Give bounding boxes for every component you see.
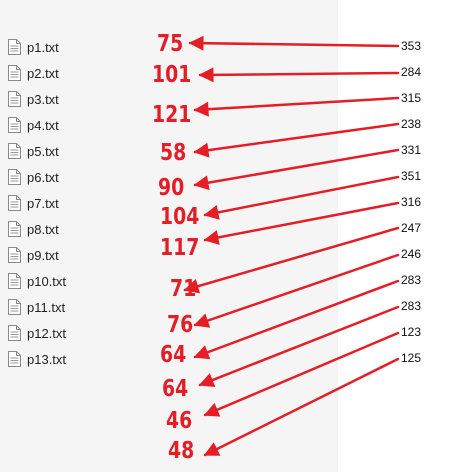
small-number: 123 — [401, 325, 422, 339]
file-item-p6[interactable]: p6.txt — [8, 166, 59, 188]
text-file-icon — [8, 299, 21, 315]
file-item-p7[interactable]: p7.txt — [8, 192, 59, 214]
big-number: 64 — [160, 342, 187, 368]
text-file-icon — [8, 91, 21, 107]
text-file-icon — [8, 169, 21, 185]
file-name: p1.txt — [27, 39, 59, 55]
big-number: 117 — [160, 235, 200, 261]
text-file-icon — [8, 195, 21, 211]
small-number: 247 — [401, 221, 422, 235]
big-number: 71 — [170, 276, 197, 302]
small-number: 351 — [401, 169, 422, 183]
text-file-icon — [8, 325, 21, 341]
file-item-p5[interactable]: p5.txt — [8, 140, 59, 162]
small-number: 283 — [401, 273, 422, 287]
file-item-p9[interactable]: p9.txt — [8, 244, 59, 266]
file-item-p11[interactable]: p11.txt — [8, 296, 65, 318]
file-item-p4[interactable]: p4.txt — [8, 114, 59, 136]
big-number: 48 — [168, 438, 195, 464]
file-item-p13[interactable]: p13.txt — [8, 348, 66, 370]
small-number: 246 — [401, 247, 422, 261]
file-name: p4.txt — [27, 117, 59, 133]
file-name: p12.txt — [27, 325, 67, 341]
file-item-p3[interactable]: p3.txt — [8, 88, 59, 110]
small-number: 353 — [401, 39, 422, 53]
text-file-icon — [8, 65, 21, 81]
big-number: 121 — [152, 102, 192, 128]
file-name: p2.txt — [27, 65, 59, 81]
big-number: 90 — [158, 175, 185, 201]
file-item-p8[interactable]: p8.txt — [8, 218, 59, 240]
file-name: p6.txt — [27, 169, 59, 185]
text-file-icon — [8, 273, 21, 289]
file-name: p13.txt — [27, 351, 67, 367]
text-file-icon — [8, 39, 21, 55]
text-file-icon — [8, 351, 21, 367]
small-number: 125 — [401, 351, 422, 365]
big-number: 104 — [160, 204, 200, 230]
small-number: 316 — [401, 195, 422, 209]
big-number: 46 — [166, 408, 193, 434]
small-number: 331 — [401, 143, 422, 157]
file-item-p1[interactable]: p1.txt — [8, 36, 59, 58]
big-number: 58 — [160, 140, 187, 166]
file-item-p12[interactable]: p12.txt — [8, 322, 66, 344]
big-number: 75 — [157, 31, 184, 57]
file-name: p3.txt — [27, 91, 59, 107]
file-name: p9.txt — [27, 247, 59, 263]
file-item-p2[interactable]: p2.txt — [8, 62, 59, 84]
text-file-icon — [8, 117, 21, 133]
file-name: p8.txt — [27, 221, 59, 237]
file-name: p10.txt — [27, 273, 67, 289]
big-number: 64 — [162, 376, 189, 402]
big-number: 76 — [167, 312, 194, 338]
text-file-icon — [8, 221, 21, 237]
small-number: 283 — [401, 299, 422, 313]
file-name: p7.txt — [27, 195, 59, 211]
text-file-icon — [8, 247, 21, 263]
file-item-p10[interactable]: p10.txt — [8, 270, 66, 292]
small-number: 238 — [401, 117, 422, 131]
big-number: 101 — [152, 62, 192, 88]
text-file-icon — [8, 143, 21, 159]
small-number: 284 — [401, 65, 422, 79]
file-name: p5.txt — [27, 143, 59, 159]
file-name: p11.txt — [27, 299, 66, 315]
small-number: 315 — [401, 91, 422, 105]
